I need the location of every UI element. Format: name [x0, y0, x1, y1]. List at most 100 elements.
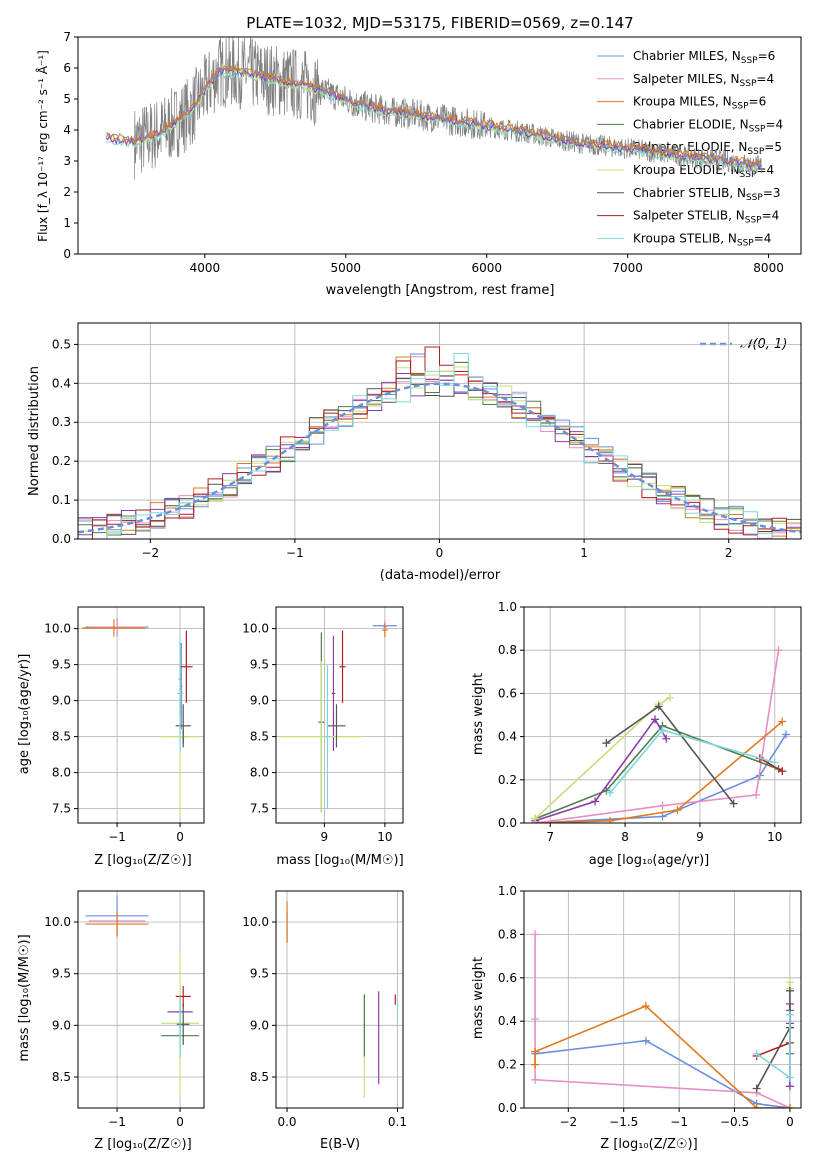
x-tick-label: −0.5: [720, 1115, 749, 1129]
weight-point: [752, 1049, 761, 1058]
y-tick-label: 9.0: [52, 694, 71, 708]
y-tick-label: 7.5: [52, 802, 71, 816]
x-tick-label: 0.1: [388, 1115, 407, 1129]
legend-label: Salpeter STELIB, NSSP=4: [633, 209, 779, 226]
y-tick-label: 10.0: [44, 915, 71, 929]
x-tick-label: 7000: [612, 261, 643, 275]
y-tick-label: 1: [63, 216, 71, 230]
mZ-xlabel: Z [log₁₀(Z/Z☉)]: [94, 1137, 191, 1152]
y-tick-label: 8.5: [250, 1070, 269, 1084]
residuals-marks: −2 −1 0 1 2 0.0 0.1 0.2 0.3 0.4 0.5: [52, 322, 802, 560]
weight-point: [778, 717, 787, 726]
y-tick-label: 0.4: [498, 1014, 517, 1028]
weight-point: [665, 693, 674, 702]
y-tick-label: 6: [63, 61, 71, 75]
weight-point: [752, 1104, 761, 1108]
mass-vs-Z-marks: −1 0 8.5 9.0 9.5 10.0: [44, 890, 205, 1129]
age-vs-Z-marks: −1 0 7.5 8.0 8.5 9.0 9.5 10.0: [44, 606, 205, 844]
x-tick-label: 10: [377, 830, 392, 844]
x-tick-label: 1: [580, 546, 588, 560]
y-tick-label: 0: [63, 247, 71, 261]
y-tick-label: 0.4: [498, 730, 517, 744]
spectrum-xlabel: wavelength [Angstrom, rest frame]: [326, 283, 555, 298]
weight-line: [609, 729, 776, 794]
y-tick-label: 0.2: [52, 454, 71, 468]
y-tick-label: 9.5: [250, 658, 269, 672]
weight-point: [531, 1047, 540, 1056]
weight-point: [651, 715, 660, 724]
y-tick-label: 9.5: [52, 658, 71, 672]
y-tick-label: 9.5: [52, 967, 71, 981]
axes-frame: [77, 322, 802, 540]
spectrum-ylabel: Flux [f_λ 10⁻¹⁷ erg cm⁻² s⁻¹ Å⁻¹]: [35, 50, 50, 242]
y-tick-label: 9.0: [250, 1018, 269, 1032]
residual-ylabel: Normed distribution: [27, 366, 42, 496]
weight-point: [729, 799, 738, 808]
y-tick-label: 0.1: [52, 493, 71, 507]
axes-frame: [275, 606, 404, 824]
y-tick-label: 8.0: [52, 766, 71, 780]
y-tick-label: 8.5: [52, 1070, 71, 1084]
weight-line: [759, 757, 783, 772]
plot-contents: [279, 619, 397, 813]
y-tick-label: 2: [63, 185, 71, 199]
wAge-xlabel: age [log₁₀(age/yr)]: [589, 853, 710, 868]
y-tick-label: 0.5: [52, 337, 71, 351]
x-tick-label: 0.0: [277, 1115, 296, 1129]
y-tick-label: 0.2: [498, 773, 517, 787]
mEBV-xlabel: E(B-V): [320, 1137, 360, 1152]
y-tick-label: 7.5: [250, 802, 269, 816]
gaussian-curve: [78, 382, 801, 534]
weight-line: [756, 1014, 791, 1080]
weight-line: [534, 717, 667, 822]
weight-point: [606, 788, 615, 797]
x-tick-label: −1: [108, 830, 126, 844]
weight-point: [531, 1060, 540, 1069]
axes-frame: [77, 890, 205, 1109]
plot-contents: [82, 618, 199, 816]
y-tick-label: 8.5: [250, 730, 269, 744]
weight-vs-Z-marks: −2 −1.5 −1 −0.5 0 0.0 0.2 0.4 0.6 0.8 1.0: [498, 884, 802, 1129]
y-tick-label: 4: [63, 123, 71, 137]
axes-frame: [523, 606, 802, 824]
x-tick-label: −2: [559, 1115, 577, 1129]
weight-line: [605, 705, 735, 805]
x-tick-label: 4000: [190, 261, 221, 275]
age-vs-mass-marks: 9 10 7.5 8.0 8.5 9.0 9.5 10.0: [242, 606, 404, 844]
x-tick-label: 0: [176, 1115, 184, 1129]
weight-point: [531, 814, 540, 823]
residual-panel: (data-model)/error Normed distribution 𝒩…: [27, 337, 787, 583]
y-tick-label: 10.0: [242, 622, 269, 636]
weight-point: [654, 702, 663, 711]
y-tick-label: 0.6: [498, 686, 517, 700]
wAge-ylabel: mass weight: [471, 673, 486, 755]
model-spectrum-chabrier-miles: [105, 67, 762, 168]
y-tick-label: 1.0: [498, 600, 517, 614]
weight-point: [658, 726, 667, 735]
weight-point: [658, 812, 667, 821]
ageZ-ylabel: age [log₁₀(age/yr)]: [17, 654, 32, 775]
x-tick-label: 0: [176, 830, 184, 844]
weight-line: [534, 697, 671, 820]
weight-point: [531, 1075, 540, 1084]
weight-point: [774, 646, 783, 655]
weight-line: [535, 720, 783, 823]
weight-vs-age-panel: age [log₁₀(age/yr)] mass weight: [471, 673, 709, 868]
residual-xlabel: (data-model)/error: [380, 568, 501, 583]
y-tick-label: 0.8: [498, 643, 517, 657]
weight-point: [782, 730, 791, 739]
weight-point: [770, 758, 779, 767]
weight-point: [673, 806, 682, 815]
legend-label: Kroupa STELIB, NSSP=4: [633, 231, 771, 248]
x-tick-label: −2: [141, 546, 159, 560]
residual-histogram: [78, 346, 801, 539]
weight-point: [531, 930, 540, 939]
wZ-ylabel: mass weight: [471, 957, 486, 1039]
y-tick-label: 9.0: [250, 694, 269, 708]
x-tick-label: 2: [725, 546, 733, 560]
x-tick-label: 8000: [753, 261, 784, 275]
x-tick-label: −1: [286, 546, 304, 560]
weight-vs-metallicity-panel: Z [log₁₀(Z/Z☉)] mass weight: [471, 957, 698, 1152]
weight-line: [534, 724, 779, 820]
